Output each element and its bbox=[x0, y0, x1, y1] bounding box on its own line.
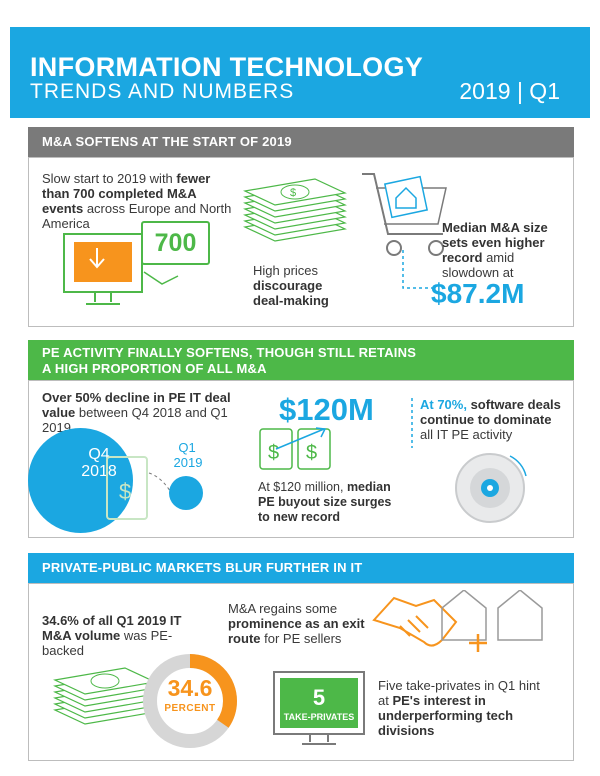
section3-title: PRIVATE-PUBLIC MARKETS BLUR FURTHER IN I… bbox=[42, 560, 363, 575]
count-700-badge: 700 bbox=[141, 221, 210, 265]
monitor-down-icon bbox=[63, 233, 179, 305]
svg-text:$: $ bbox=[290, 187, 296, 199]
buyout-value: $120M bbox=[279, 392, 374, 427]
pe-backed-text: 34.6% of all Q1 2019 IT M&A volume was P… bbox=[42, 613, 182, 658]
cash-stack-icon: $ bbox=[243, 178, 347, 242]
q1-2019-circle bbox=[169, 476, 203, 510]
donut-chart bbox=[143, 654, 237, 748]
page-subtitle: TRENDS AND NUMBERS bbox=[30, 80, 295, 103]
exit-route-text: M&A regains some prominence as an exit r… bbox=[228, 601, 365, 646]
donut-label: PERCENT bbox=[164, 703, 216, 714]
high-prices-text: High prices discourage deal-making bbox=[253, 263, 329, 308]
svg-text:$: $ bbox=[119, 479, 131, 504]
page-title: INFORMATION TECHNOLOGY bbox=[30, 52, 424, 82]
dashed-connector bbox=[402, 250, 435, 289]
section2-title-bar bbox=[28, 340, 574, 380]
buyout-text: At $120 million, median PE buyout size s… bbox=[258, 480, 392, 524]
monitor-icon bbox=[273, 671, 365, 745]
decline-text: Over 50% decline in PE IT deal value bet… bbox=[42, 390, 231, 435]
takeprivate-count: 5 bbox=[312, 685, 326, 710]
q1-label: Q1 bbox=[178, 440, 196, 455]
fewer-deals-text: Slow start to 2019 with fewer than 700 c… bbox=[42, 171, 232, 231]
handshake-houses-icon bbox=[372, 590, 543, 652]
header-banner bbox=[10, 27, 590, 118]
q4-2018-circle bbox=[28, 428, 133, 533]
svg-text:$: $ bbox=[268, 442, 279, 464]
shopping-cart-icon bbox=[362, 173, 447, 256]
donut-value: 34.6 bbox=[167, 675, 213, 701]
section1-title-bar bbox=[28, 127, 574, 157]
median-size-text: Median M&A size sets even higher record … bbox=[442, 220, 548, 280]
q1-year-label: 2019 bbox=[173, 455, 203, 470]
section2-title-line2: A HIGH PROPORTION OF ALL M&A bbox=[42, 361, 267, 376]
dashed-connector-2 bbox=[411, 398, 413, 448]
section3-title-bar bbox=[28, 553, 574, 583]
cash-stack-icon-2 bbox=[53, 667, 157, 725]
svg-text:$: $ bbox=[306, 442, 317, 464]
software-disc-icon bbox=[455, 453, 527, 523]
median-value: $87.2M bbox=[431, 278, 525, 309]
takeprivate-label: TAKE-PRIVATES bbox=[283, 712, 355, 722]
section2-title-line1: PE ACTIVITY FINALLY SOFTENS, THOUGH STIL… bbox=[42, 345, 417, 360]
page-date: 2019 | Q1 bbox=[459, 78, 560, 104]
section1-title: M&A SOFTENS AT THE START OF 2019 bbox=[42, 134, 292, 149]
q4-label: Q4 bbox=[88, 446, 110, 463]
software-text: At 70%, software deals continue to domin… bbox=[420, 397, 561, 442]
cash-notes-icon: $ $ bbox=[259, 427, 331, 470]
take-privates-text: Five take-privates in Q1 hint at PE's in… bbox=[378, 678, 540, 738]
